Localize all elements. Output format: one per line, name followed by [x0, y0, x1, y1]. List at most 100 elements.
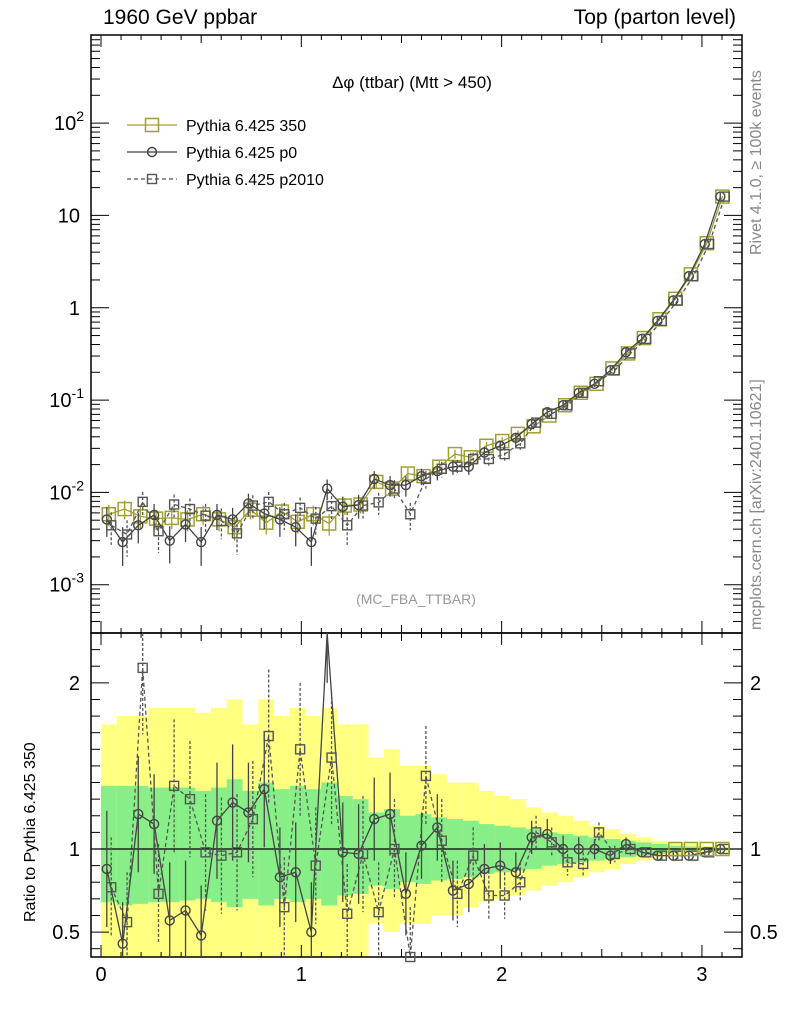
data-point	[447, 446, 463, 462]
ratio-point	[515, 877, 526, 888]
green-band-bin	[289, 785, 306, 903]
green-band-bin	[258, 782, 275, 906]
green-band-bin	[163, 787, 180, 903]
green-band-bin	[148, 787, 165, 903]
ratio-point	[153, 888, 164, 900]
ratio-reference-point	[699, 841, 714, 857]
ratio-point	[384, 808, 396, 820]
data-point	[546, 408, 557, 420]
data-point	[168, 499, 180, 510]
ratio-reference-series	[668, 841, 730, 857]
x-tick-label: 0	[95, 964, 106, 986]
data-point	[216, 515, 227, 527]
data-point	[593, 376, 605, 387]
series-line	[106, 196, 721, 544]
data-point	[389, 483, 400, 494]
ratio-point	[400, 888, 412, 900]
ratio-point	[310, 860, 321, 871]
ratio-point	[420, 770, 432, 782]
series-pythia-6-425-350	[101, 189, 730, 541]
green-band-bin	[242, 790, 259, 899]
legend-label: Pythia 6.425 350	[186, 118, 306, 135]
ratio-bands	[100, 699, 731, 957]
green-band-bin	[116, 785, 133, 906]
data-point	[373, 497, 384, 508]
ratio-point	[577, 858, 589, 870]
ratio-point	[216, 850, 227, 861]
data-point	[577, 387, 589, 398]
ratio-point	[546, 837, 557, 848]
x-tick-label: 2	[496, 964, 507, 986]
ratio-point	[247, 813, 259, 825]
ratio-point	[274, 872, 286, 883]
data-point	[247, 500, 259, 511]
ratio-reference-point	[683, 841, 699, 857]
ratio-point	[593, 827, 605, 838]
data-point	[400, 479, 412, 491]
data-point	[263, 496, 274, 508]
series-line	[108, 196, 723, 528]
header-left: 1960 GeV ppbar	[103, 6, 258, 29]
ratio-point	[483, 890, 495, 901]
ratio-point	[231, 847, 243, 858]
data-point	[200, 510, 211, 521]
legend-label: Pythia 6.425 p0	[186, 145, 297, 162]
data-point	[164, 535, 175, 546]
data-point	[180, 519, 191, 530]
ratio-point	[436, 835, 447, 846]
green-band-bin	[179, 787, 196, 901]
data-point	[703, 238, 715, 250]
legend-marker	[146, 173, 158, 185]
data-point	[341, 520, 353, 531]
ratio-y-tick-label: 1	[69, 839, 80, 861]
y-tick-label: 102	[54, 108, 84, 135]
data-point	[294, 502, 306, 514]
ratio-point	[133, 808, 144, 820]
data-point	[420, 473, 432, 485]
data-point	[310, 513, 321, 524]
ratio-point	[589, 843, 600, 855]
ratio-point	[180, 905, 191, 916]
y-tick-label: 10-3	[49, 570, 84, 597]
ratio-y-tick-label-right: 0.5	[750, 922, 778, 944]
data-point	[562, 400, 573, 411]
ratio-point	[294, 744, 306, 755]
ratio-point	[200, 847, 211, 858]
ratio-point	[164, 915, 175, 926]
data-point	[137, 496, 148, 508]
y-tick-label: 10-2	[49, 477, 84, 504]
data-point	[164, 510, 179, 526]
data-point	[117, 501, 132, 517]
ratio-point	[510, 867, 522, 878]
data-point	[510, 426, 526, 442]
data-point	[153, 525, 164, 537]
ratio-point	[432, 822, 443, 833]
y-tick-label: 1	[69, 298, 80, 320]
ratio-point	[306, 926, 317, 938]
data-point	[133, 520, 144, 531]
series-line	[110, 196, 726, 536]
ratio-point	[259, 783, 270, 795]
ratio-point	[195, 930, 207, 941]
ratio-point	[609, 848, 621, 860]
ratio-point	[656, 850, 668, 861]
ratio-point	[326, 752, 337, 763]
ratio-point	[263, 730, 274, 742]
ratio-point	[290, 867, 301, 878]
data-point	[719, 191, 730, 202]
data-point	[609, 365, 621, 376]
data-point	[337, 501, 348, 512]
green-band-bin	[100, 785, 117, 903]
ratio-point	[467, 850, 479, 861]
green-band-bin	[132, 785, 149, 904]
data-point	[106, 520, 117, 531]
ratio-reference-point	[668, 841, 683, 857]
ratio-point	[416, 840, 427, 851]
data-point	[184, 503, 196, 515]
data-point	[369, 473, 380, 485]
analysis-label: (MC_FBA_TTBAR)	[356, 591, 476, 607]
data-point	[321, 483, 333, 494]
ratio-point	[357, 848, 369, 860]
data-point	[467, 453, 479, 465]
ratio-point	[341, 908, 353, 919]
